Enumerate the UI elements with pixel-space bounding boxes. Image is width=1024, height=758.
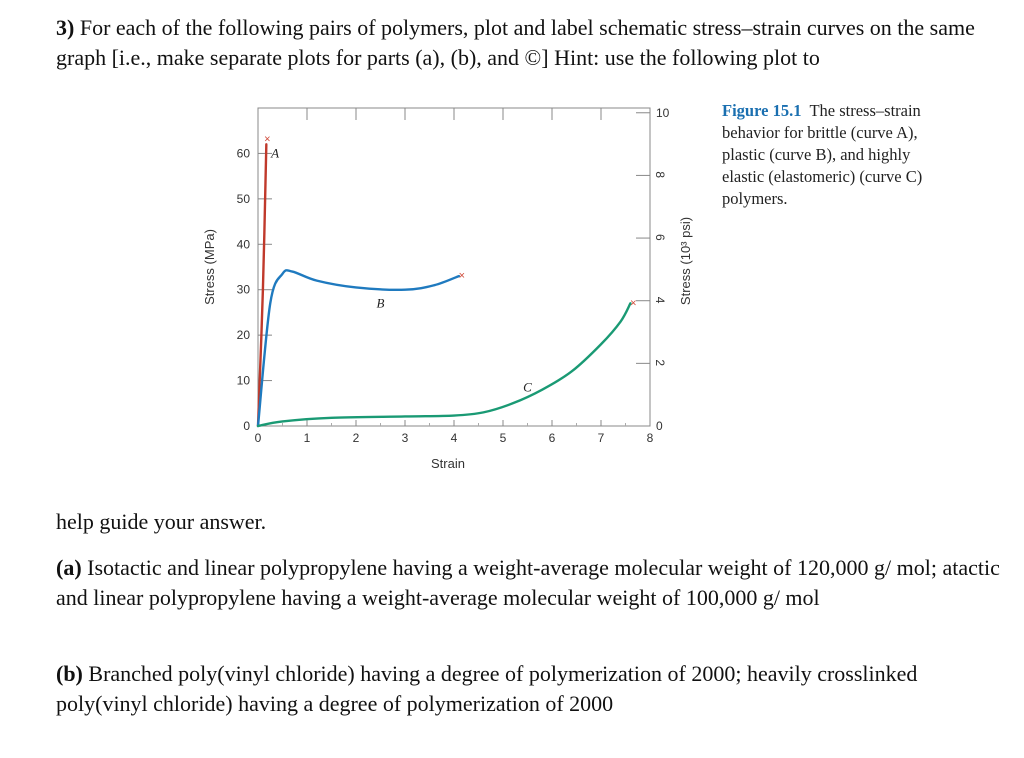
- y-tick-label-right: 4: [653, 297, 667, 304]
- stress-strain-figure: 0 1 2 3 4 5 6 7 8 0 10 20 30 40 50 60 0 2 4 6 8 10 Strain Stres…: [190, 98, 720, 488]
- y-tick-label-right: 6: [653, 234, 667, 241]
- y-axis-label-right: Stress (10³ psi): [678, 217, 693, 305]
- curve-label-b: B: [377, 295, 385, 310]
- y-tick-label-left: 30: [237, 283, 251, 297]
- x-tick-label: 7: [598, 431, 605, 445]
- curve-a-break-marker: ×: [264, 133, 270, 145]
- curve-b-break-marker: ×: [459, 270, 465, 282]
- y-tick-label-right: 10: [656, 106, 670, 120]
- y-tick-label-right: 2: [653, 359, 667, 366]
- x-tick-label: 2: [353, 431, 360, 445]
- part-a-label: (a): [56, 555, 82, 580]
- question-part-a: (a) Isotactic and linear polypropylene h…: [56, 553, 1006, 613]
- stress-strain-chart: 0 1 2 3 4 5 6 7 801020304050600246810StrainStres…: [202, 106, 693, 471]
- y-tick-label-left: 40: [237, 237, 251, 251]
- x-tick-label: 0: [255, 431, 262, 445]
- curve-label-a: A: [270, 145, 279, 160]
- question-number: 3): [56, 15, 75, 40]
- question-help-text: help guide your answer.: [56, 509, 267, 534]
- y-tick-label-left: 0: [243, 419, 250, 433]
- x-tick-label: 8: [647, 431, 654, 445]
- plot-frame: [257, 107, 651, 427]
- question-part-b: (b) Branched poly(vinyl chloride) having…: [56, 659, 1006, 719]
- x-axis-label: Strain: [431, 456, 465, 471]
- y-tick-label-left: 20: [237, 328, 251, 342]
- y-tick-label-right: 0: [656, 419, 663, 433]
- y-axis-label-left: Stress (MPa): [202, 229, 217, 305]
- part-b-text: Branched poly(vinyl chloride) having a d…: [56, 661, 918, 716]
- curve-c: [256, 302, 632, 428]
- y-tick-label-left: 60: [237, 146, 251, 160]
- x-tick-label: 5: [500, 431, 507, 445]
- y-tick-label-left: 10: [237, 374, 251, 388]
- figure-caption: Figure 15.1 The stress–strain behavior fo…: [722, 100, 942, 210]
- x-tick-label: 3: [402, 431, 409, 445]
- figure-caption-label: Figure 15.1: [722, 101, 802, 120]
- curve-a: [256, 143, 268, 428]
- curve-c-break-marker: ×: [630, 297, 636, 309]
- figure-caption-text: The stress–strain behavior for brittle (…: [722, 101, 923, 208]
- question-intro-text: For each of the following pairs of polym…: [56, 15, 975, 70]
- curve-label-c: C: [523, 379, 532, 394]
- part-b-label: (b): [56, 661, 83, 686]
- x-tick-label: 1: [304, 431, 311, 445]
- x-tick-label: 6: [549, 431, 556, 445]
- question-intro: 3) For each of the following pairs of po…: [56, 13, 1006, 73]
- part-a-text: Isotactic and linear polypropylene havin…: [56, 555, 1000, 610]
- y-tick-label-right: 8: [653, 171, 667, 178]
- y-tick-label-left: 50: [237, 192, 251, 206]
- curve-b: [256, 269, 461, 428]
- x-tick-label: 4: [451, 431, 458, 445]
